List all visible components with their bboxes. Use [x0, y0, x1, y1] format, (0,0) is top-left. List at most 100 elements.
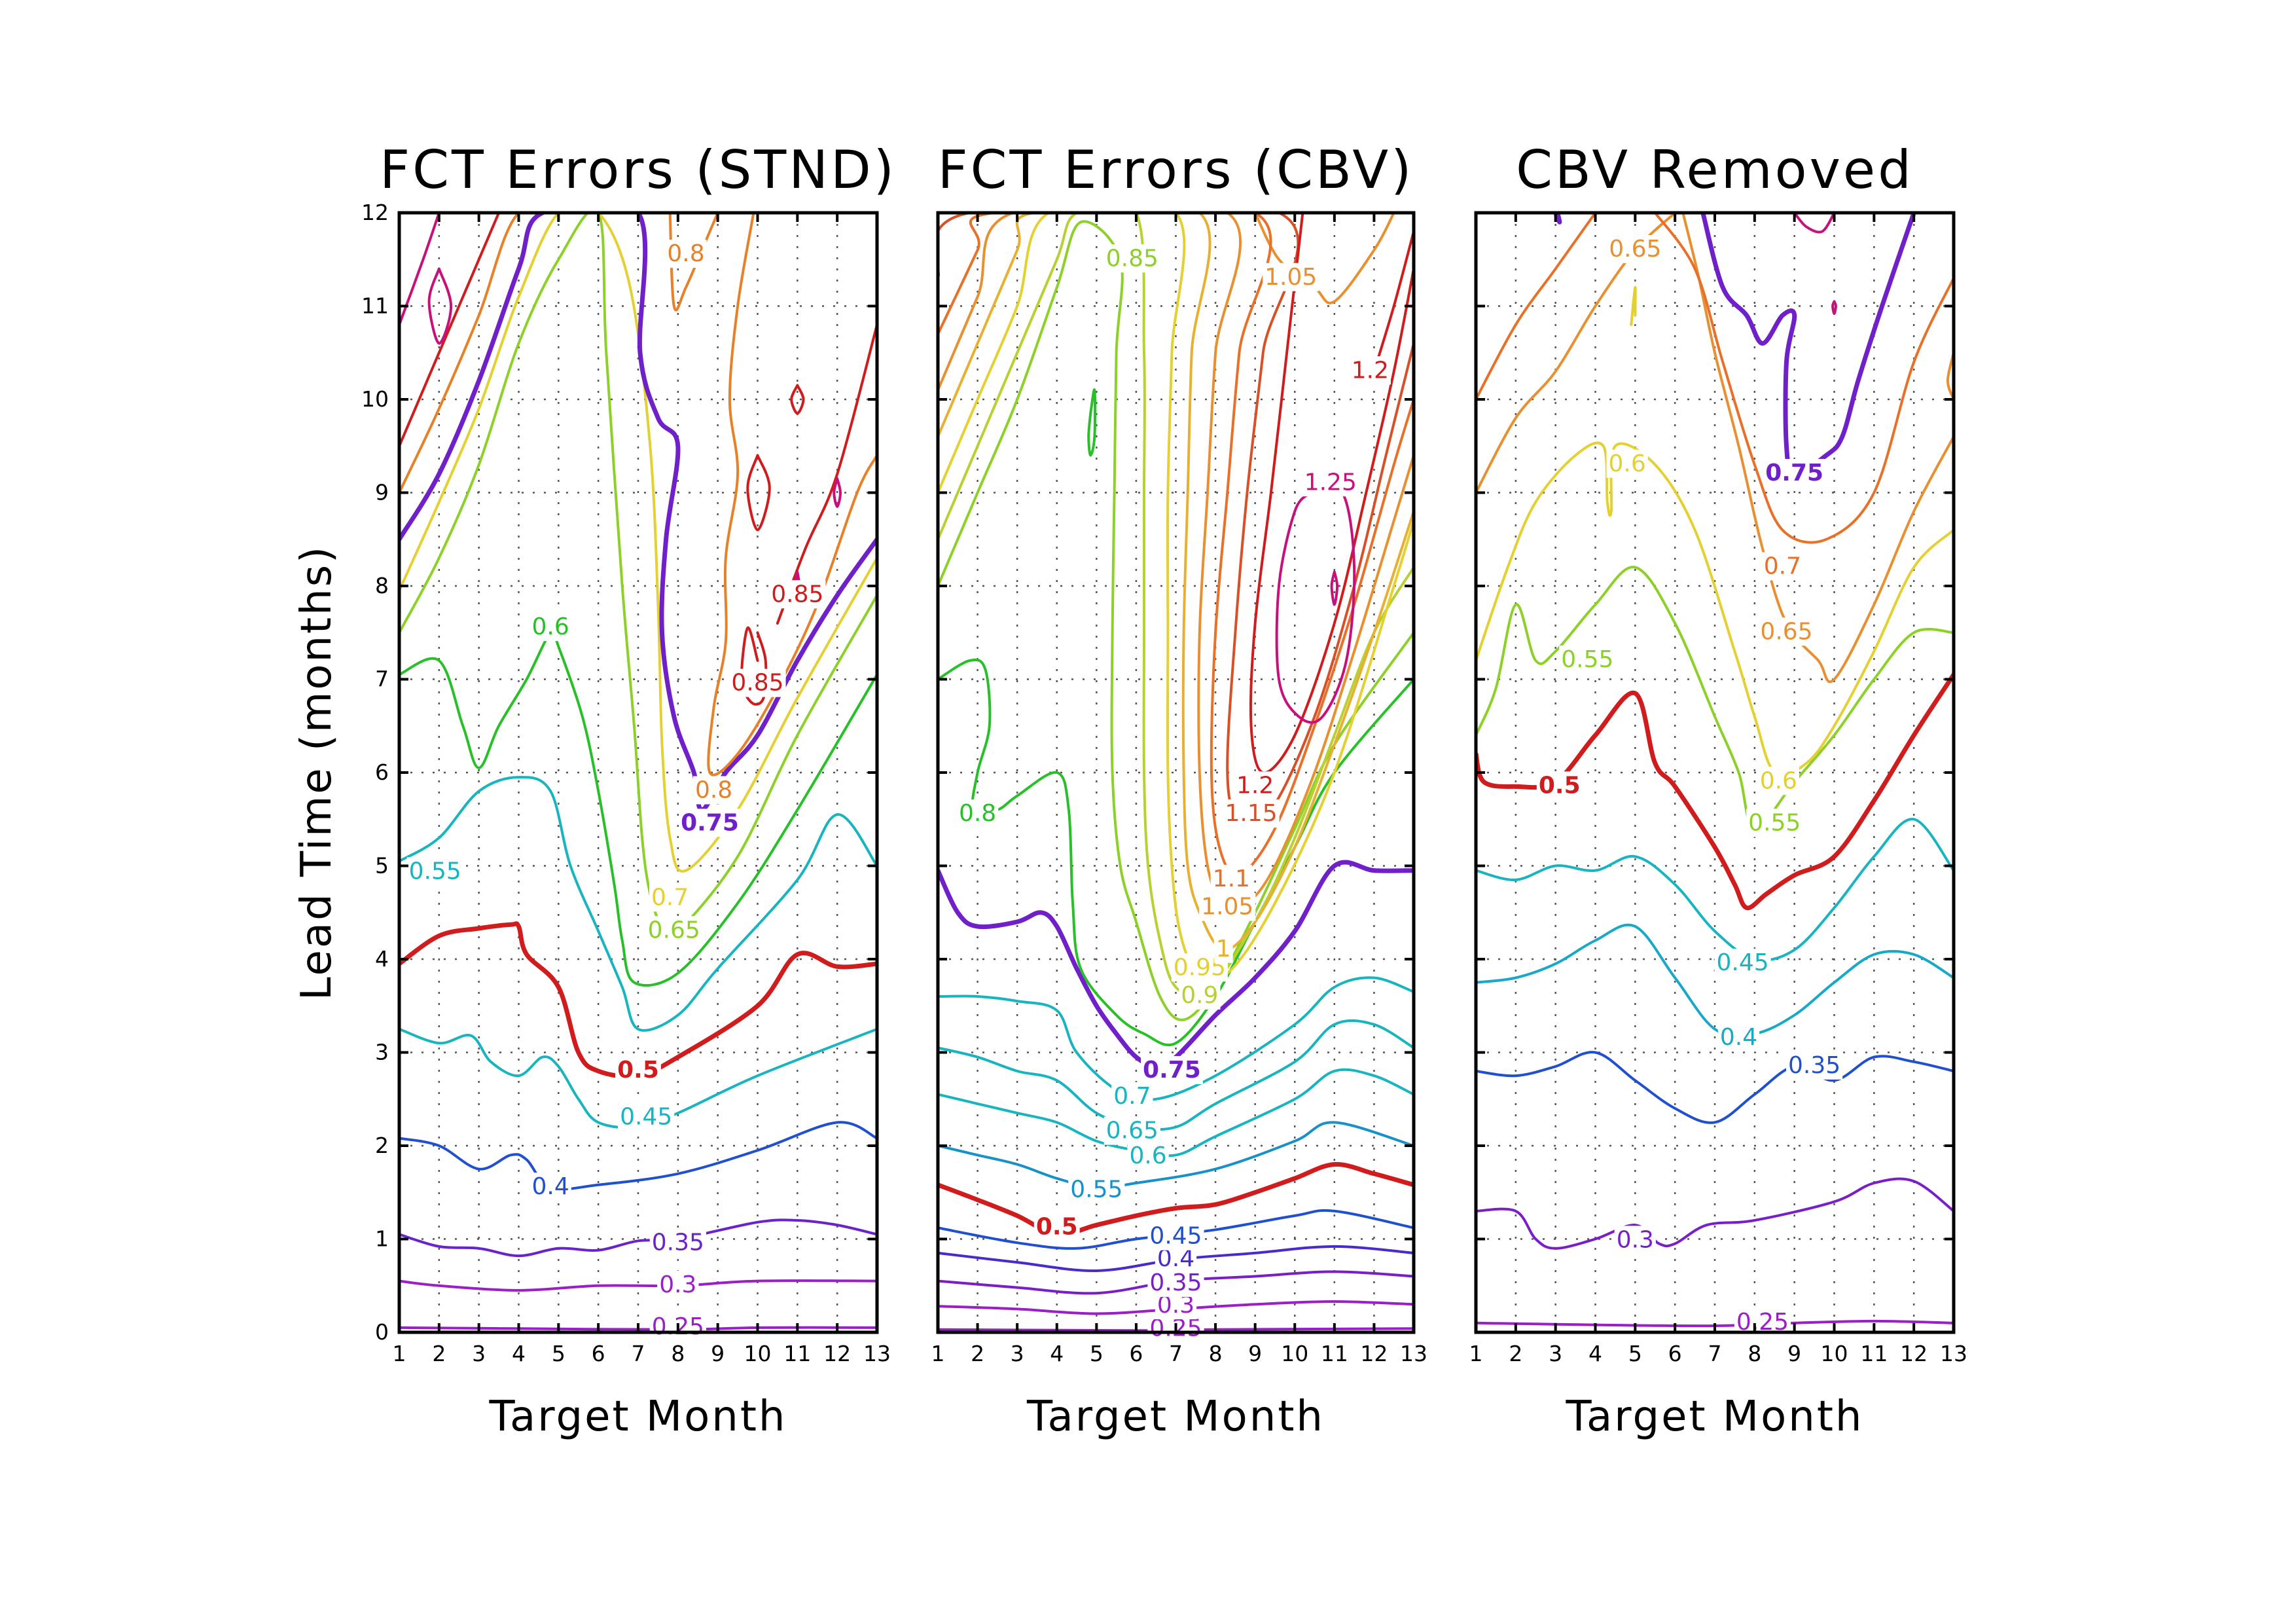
contour-label-background — [1717, 1023, 1760, 1052]
contour-label: 0.75 — [1143, 1057, 1201, 1084]
contour-label: 0.45 — [1717, 949, 1769, 976]
contour-label: 0.35 — [1788, 1052, 1840, 1079]
contour-label: 1.2 — [1236, 772, 1274, 799]
contour-label-background — [1111, 1082, 1153, 1110]
contour-label-background — [1127, 1142, 1169, 1171]
contour-line-0-6 — [1630, 285, 1637, 326]
contour-label-background — [1614, 1226, 1656, 1254]
panel-title: CBV Removed — [1516, 139, 1914, 200]
y-tick-label: 6 — [375, 759, 389, 785]
contour-label: 0.3 — [659, 1271, 696, 1298]
x-tick-label: 4 — [1050, 1341, 1064, 1366]
x-tick-label: 13 — [1400, 1341, 1427, 1366]
x-axis-label: Target Month — [489, 1393, 787, 1441]
contour-label: 0.5 — [617, 1057, 659, 1084]
contour-label: 0.55 — [1561, 646, 1613, 673]
contour-label-background — [529, 613, 571, 642]
contour-line-0-85 — [746, 454, 771, 532]
contour-label-background — [1761, 552, 1804, 581]
contour-label-background — [1763, 459, 1826, 487]
contour-line-0-65 — [938, 1019, 1414, 1131]
x-tick-label: 7 — [1708, 1341, 1722, 1366]
y-tick-label: 10 — [361, 386, 389, 412]
contour-label-background — [1141, 1056, 1203, 1084]
contour-label: 1.15 — [1225, 800, 1278, 827]
contour-line-0-35 — [1476, 1051, 1954, 1124]
contour-label-background — [657, 1270, 699, 1299]
contour-label-background — [1263, 263, 1319, 291]
x-tick-label: 6 — [1129, 1341, 1143, 1366]
x-tick-label: 12 — [1900, 1341, 1928, 1366]
contour-label-background — [1757, 767, 1799, 795]
x-tick-label: 11 — [783, 1341, 811, 1366]
contour-line-0-3 — [399, 1279, 877, 1292]
contour-label: 0.7 — [1113, 1083, 1151, 1110]
x-tick-label: 9 — [711, 1341, 725, 1366]
contour-label-background — [1714, 949, 1771, 977]
grid-lines — [399, 213, 877, 1332]
contour-label-background — [649, 1228, 706, 1257]
contour-line-0-75 — [1700, 213, 1916, 477]
contour-line-0-35 — [399, 1218, 877, 1258]
contour-lines — [938, 213, 1414, 1332]
contour-label: 0.6 — [532, 613, 569, 640]
x-tick-label: 10 — [1821, 1341, 1848, 1366]
contour-label-background — [692, 776, 735, 805]
contour-label-background — [679, 809, 741, 837]
x-tick-label: 4 — [1588, 1341, 1602, 1366]
contour-label-background — [665, 240, 707, 268]
panel-2: 0.250.30.350.40.450.50.550.60.650.70.750… — [931, 139, 1428, 1441]
x-tick-label: 9 — [1248, 1341, 1262, 1366]
contour-label-background — [1223, 799, 1280, 828]
contour-line-0-65 — [1946, 351, 1954, 401]
contour-label: 0.85 — [771, 581, 823, 608]
x-tick-label: 1 — [1469, 1341, 1483, 1366]
x-tick-label: 7 — [632, 1341, 645, 1366]
contour-label-background — [1199, 892, 1256, 921]
contour-line-0-8 — [399, 213, 639, 494]
contour-label-background — [618, 1103, 675, 1131]
contour-label-background — [1302, 468, 1359, 497]
contour-line-0-85 — [740, 627, 768, 706]
contour-label-background — [615, 1056, 661, 1084]
x-tick-label: 1 — [931, 1341, 945, 1366]
x-tick-label: 12 — [1360, 1341, 1388, 1366]
contour-line-0-9 — [399, 213, 440, 326]
contour-line-0-75 — [938, 860, 1414, 1069]
y-tick-label: 11 — [361, 293, 389, 319]
y-tick-label: 2 — [375, 1133, 389, 1158]
contour-line-0-8 — [1831, 300, 1837, 315]
contour-label-background — [1607, 235, 1664, 263]
contour-line-0-55 — [1476, 566, 1954, 830]
contour-label: 0.75 — [1765, 460, 1823, 486]
contour-line-1-05 — [938, 213, 1414, 909]
contour-line-0-6 — [938, 1068, 1414, 1158]
contour-line-0-8 — [668, 213, 719, 312]
contour-label: 0.65 — [1106, 1118, 1158, 1144]
contour-label-background — [1213, 934, 1233, 963]
contour-label-background — [1758, 617, 1815, 646]
x-tick-label: 13 — [1940, 1341, 1967, 1366]
contour-line-0-85 — [790, 384, 805, 415]
y-tick-label: 3 — [375, 1040, 389, 1065]
x-tick-label: 5 — [552, 1341, 565, 1366]
x-tick-label: 9 — [1787, 1341, 1801, 1366]
panel-3: 0.250.30.350.40.450.50.550.550.60.60.650… — [1469, 139, 1968, 1441]
panel-title: FCT Errors (STND) — [380, 139, 897, 200]
contour-label: 1.25 — [1304, 469, 1357, 496]
x-tick-label: 8 — [671, 1341, 685, 1366]
contour-label: 0.6 — [1609, 450, 1646, 477]
contour-line-0-75 — [399, 213, 877, 812]
contour-label: 0.6 — [1760, 767, 1797, 794]
contour-label: 0.8 — [695, 777, 732, 804]
contour-label: 0.7 — [1764, 553, 1801, 580]
contour-label-background — [1147, 1222, 1204, 1250]
contour-labels: 0.250.30.350.40.450.50.550.60.650.70.750… — [406, 240, 826, 1341]
contour-line-0-85 — [938, 220, 1414, 1021]
contour-line-0-45 — [1476, 818, 1954, 962]
x-tick-label: 2 — [432, 1341, 446, 1366]
contour-label: 0.6 — [1129, 1142, 1166, 1169]
contour-line-0-95 — [938, 213, 1414, 980]
contour-label: 0.65 — [1609, 236, 1661, 263]
